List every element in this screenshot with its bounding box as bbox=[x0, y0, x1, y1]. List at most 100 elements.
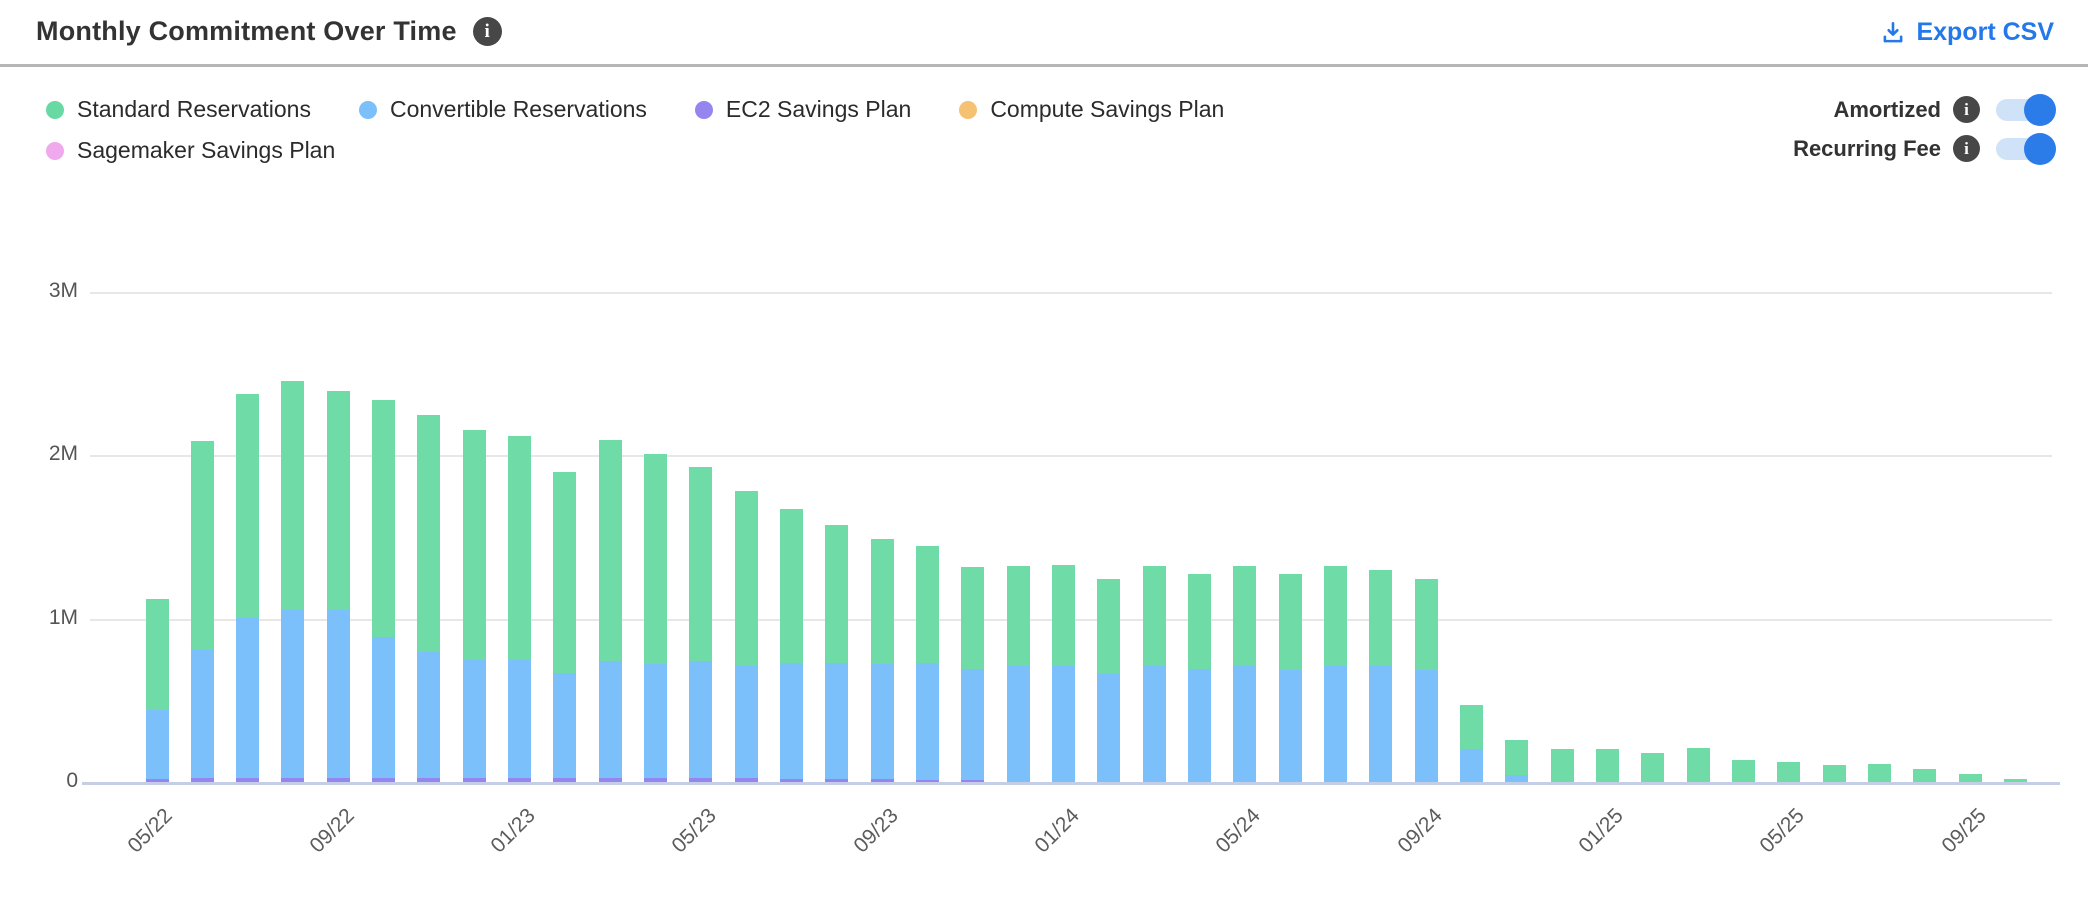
bar-04-23-standard-reservations[interactable] bbox=[644, 453, 668, 665]
bar-08-24-convertible-reservations[interactable] bbox=[1369, 665, 1393, 782]
bar-09-25-standard-reservations[interactable] bbox=[1958, 773, 1982, 782]
bar-05-24-standard-reservations[interactable] bbox=[1233, 566, 1257, 666]
bar-11-23-ec2-savings-plan[interactable] bbox=[961, 779, 985, 782]
bar-11-24-convertible-reservations[interactable] bbox=[1505, 775, 1529, 782]
bar-03-24-convertible-reservations[interactable] bbox=[1142, 665, 1166, 782]
bar-10-22-ec2-savings-plan[interactable] bbox=[372, 777, 396, 782]
bar-09-23-ec2-savings-plan[interactable] bbox=[870, 778, 894, 782]
bar-01-25-standard-reservations[interactable] bbox=[1596, 749, 1620, 782]
bar-08-22-ec2-savings-plan[interactable] bbox=[281, 777, 305, 782]
bar-08-22-standard-reservations[interactable] bbox=[281, 380, 305, 610]
bar-09-23-convertible-reservations[interactable] bbox=[870, 664, 894, 779]
bar-08-25-standard-reservations[interactable] bbox=[1913, 768, 1937, 782]
bar-04-24-convertible-reservations[interactable] bbox=[1188, 669, 1212, 782]
bar-06-24-standard-reservations[interactable] bbox=[1278, 574, 1302, 671]
bar-12-23-standard-reservations[interactable] bbox=[1006, 566, 1030, 666]
bar-02-23-ec2-savings-plan[interactable] bbox=[553, 777, 577, 782]
bar-09-24-standard-reservations[interactable] bbox=[1414, 579, 1438, 671]
bar-11-22-ec2-savings-plan[interactable] bbox=[417, 777, 441, 782]
bar-12-22-standard-reservations[interactable] bbox=[462, 429, 486, 661]
bar-06-23-standard-reservations[interactable] bbox=[734, 491, 758, 666]
bar-07-24-convertible-reservations[interactable] bbox=[1324, 665, 1348, 782]
bar-05-22-ec2-savings-plan[interactable] bbox=[145, 778, 169, 782]
bar-11-23-convertible-reservations[interactable] bbox=[961, 669, 985, 780]
bar-11-22-convertible-reservations[interactable] bbox=[417, 652, 441, 778]
legend-item-sagemaker-savings-plan[interactable]: Sagemaker Savings Plan bbox=[46, 137, 335, 164]
bar-03-25-standard-reservations[interactable] bbox=[1686, 747, 1710, 782]
bar-10-25-standard-reservations[interactable] bbox=[2004, 778, 2028, 782]
bar-07-24-standard-reservations[interactable] bbox=[1324, 566, 1348, 666]
bar-04-24-standard-reservations[interactable] bbox=[1188, 574, 1212, 670]
bar-07-23-convertible-reservations[interactable] bbox=[780, 662, 804, 779]
bar-06-23-ec2-savings-plan[interactable] bbox=[734, 777, 758, 782]
bar-10-22-convertible-reservations[interactable] bbox=[372, 637, 396, 778]
bar-10-22-standard-reservations[interactable] bbox=[372, 400, 396, 638]
bar-07-22-standard-reservations[interactable] bbox=[236, 393, 260, 618]
bar-07-25-standard-reservations[interactable] bbox=[1868, 764, 1892, 782]
bar-10-24-standard-reservations[interactable] bbox=[1460, 705, 1484, 750]
bar-05-24-convertible-reservations[interactable] bbox=[1233, 665, 1257, 782]
bar-06-22-ec2-savings-plan[interactable] bbox=[190, 777, 214, 782]
toggle-info-icon[interactable]: i bbox=[1953, 96, 1980, 123]
bar-07-23-standard-reservations[interactable] bbox=[780, 509, 804, 663]
legend-item-ec2-savings-plan[interactable]: EC2 Savings Plan bbox=[694, 96, 911, 123]
bar-05-23-ec2-savings-plan[interactable] bbox=[689, 777, 713, 782]
bar-05-22-standard-reservations[interactable] bbox=[145, 598, 169, 711]
bar-11-23-standard-reservations[interactable] bbox=[961, 567, 985, 670]
bar-06-24-convertible-reservations[interactable] bbox=[1278, 670, 1302, 782]
bar-01-23-standard-reservations[interactable] bbox=[508, 436, 532, 661]
bar-04-23-ec2-savings-plan[interactable] bbox=[644, 777, 668, 782]
bar-02-24-convertible-reservations[interactable] bbox=[1097, 674, 1121, 782]
export-csv-button[interactable]: Export CSV bbox=[1880, 18, 2054, 47]
bar-12-24-standard-reservations[interactable] bbox=[1550, 749, 1574, 782]
legend-item-standard-reservations[interactable]: Standard Reservations bbox=[46, 96, 311, 123]
bar-05-22-convertible-reservations[interactable] bbox=[145, 710, 169, 779]
bar-08-23-standard-reservations[interactable] bbox=[825, 525, 849, 663]
bar-01-24-standard-reservations[interactable] bbox=[1052, 564, 1076, 666]
bar-10-23-standard-reservations[interactable] bbox=[916, 545, 940, 663]
bar-09-22-standard-reservations[interactable] bbox=[326, 390, 350, 610]
bar-07-22-ec2-savings-plan[interactable] bbox=[236, 777, 260, 782]
bar-05-23-convertible-reservations[interactable] bbox=[689, 661, 713, 778]
bar-01-23-ec2-savings-plan[interactable] bbox=[508, 777, 532, 782]
bar-12-22-ec2-savings-plan[interactable] bbox=[462, 777, 486, 782]
bar-03-23-standard-reservations[interactable] bbox=[598, 440, 622, 662]
bar-04-23-convertible-reservations[interactable] bbox=[644, 664, 668, 778]
bar-10-23-ec2-savings-plan[interactable] bbox=[916, 779, 940, 782]
bar-09-22-convertible-reservations[interactable] bbox=[326, 609, 350, 778]
bar-07-22-convertible-reservations[interactable] bbox=[236, 617, 260, 778]
bar-08-23-convertible-reservations[interactable] bbox=[825, 662, 849, 779]
bar-06-25-standard-reservations[interactable] bbox=[1822, 764, 1846, 782]
toggle-info-icon[interactable]: i bbox=[1953, 135, 1980, 162]
bar-03-23-ec2-savings-plan[interactable] bbox=[598, 777, 622, 782]
title-info-icon[interactable]: i bbox=[472, 17, 502, 46]
bar-09-23-standard-reservations[interactable] bbox=[870, 538, 894, 665]
bar-10-24-convertible-reservations[interactable] bbox=[1460, 749, 1484, 782]
bar-12-23-convertible-reservations[interactable] bbox=[1006, 665, 1030, 782]
toggle-switch-on[interactable] bbox=[1996, 132, 2056, 165]
bar-09-24-convertible-reservations[interactable] bbox=[1414, 670, 1438, 782]
bar-08-22-convertible-reservations[interactable] bbox=[281, 609, 305, 778]
bar-02-23-convertible-reservations[interactable] bbox=[553, 672, 577, 778]
bar-07-23-ec2-savings-plan[interactable] bbox=[780, 778, 804, 782]
bar-05-25-standard-reservations[interactable] bbox=[1777, 761, 1801, 782]
bar-04-25-standard-reservations[interactable] bbox=[1732, 759, 1756, 782]
bar-02-25-standard-reservations[interactable] bbox=[1641, 752, 1665, 782]
bar-06-22-convertible-reservations[interactable] bbox=[190, 650, 214, 778]
bar-08-23-ec2-savings-plan[interactable] bbox=[825, 778, 849, 782]
legend-item-compute-savings-plan[interactable]: Compute Savings Plan bbox=[959, 96, 1224, 123]
bar-06-22-standard-reservations[interactable] bbox=[190, 441, 214, 651]
bar-12-22-convertible-reservations[interactable] bbox=[462, 660, 486, 778]
bar-01-23-convertible-reservations[interactable] bbox=[508, 660, 532, 778]
bar-02-24-standard-reservations[interactable] bbox=[1097, 579, 1121, 675]
bar-10-23-convertible-reservations[interactable] bbox=[916, 662, 940, 780]
toggle-switch-on[interactable] bbox=[1996, 93, 2056, 126]
bar-09-22-ec2-savings-plan[interactable] bbox=[326, 777, 350, 782]
bar-06-23-convertible-reservations[interactable] bbox=[734, 665, 758, 778]
bar-05-23-standard-reservations[interactable] bbox=[689, 466, 713, 662]
legend-item-convertible-reservations[interactable]: Convertible Reservations bbox=[358, 96, 647, 123]
bar-11-22-standard-reservations[interactable] bbox=[417, 415, 441, 653]
bar-11-24-standard-reservations[interactable] bbox=[1505, 739, 1529, 776]
bar-03-23-convertible-reservations[interactable] bbox=[598, 661, 622, 778]
bar-01-24-convertible-reservations[interactable] bbox=[1052, 665, 1076, 782]
